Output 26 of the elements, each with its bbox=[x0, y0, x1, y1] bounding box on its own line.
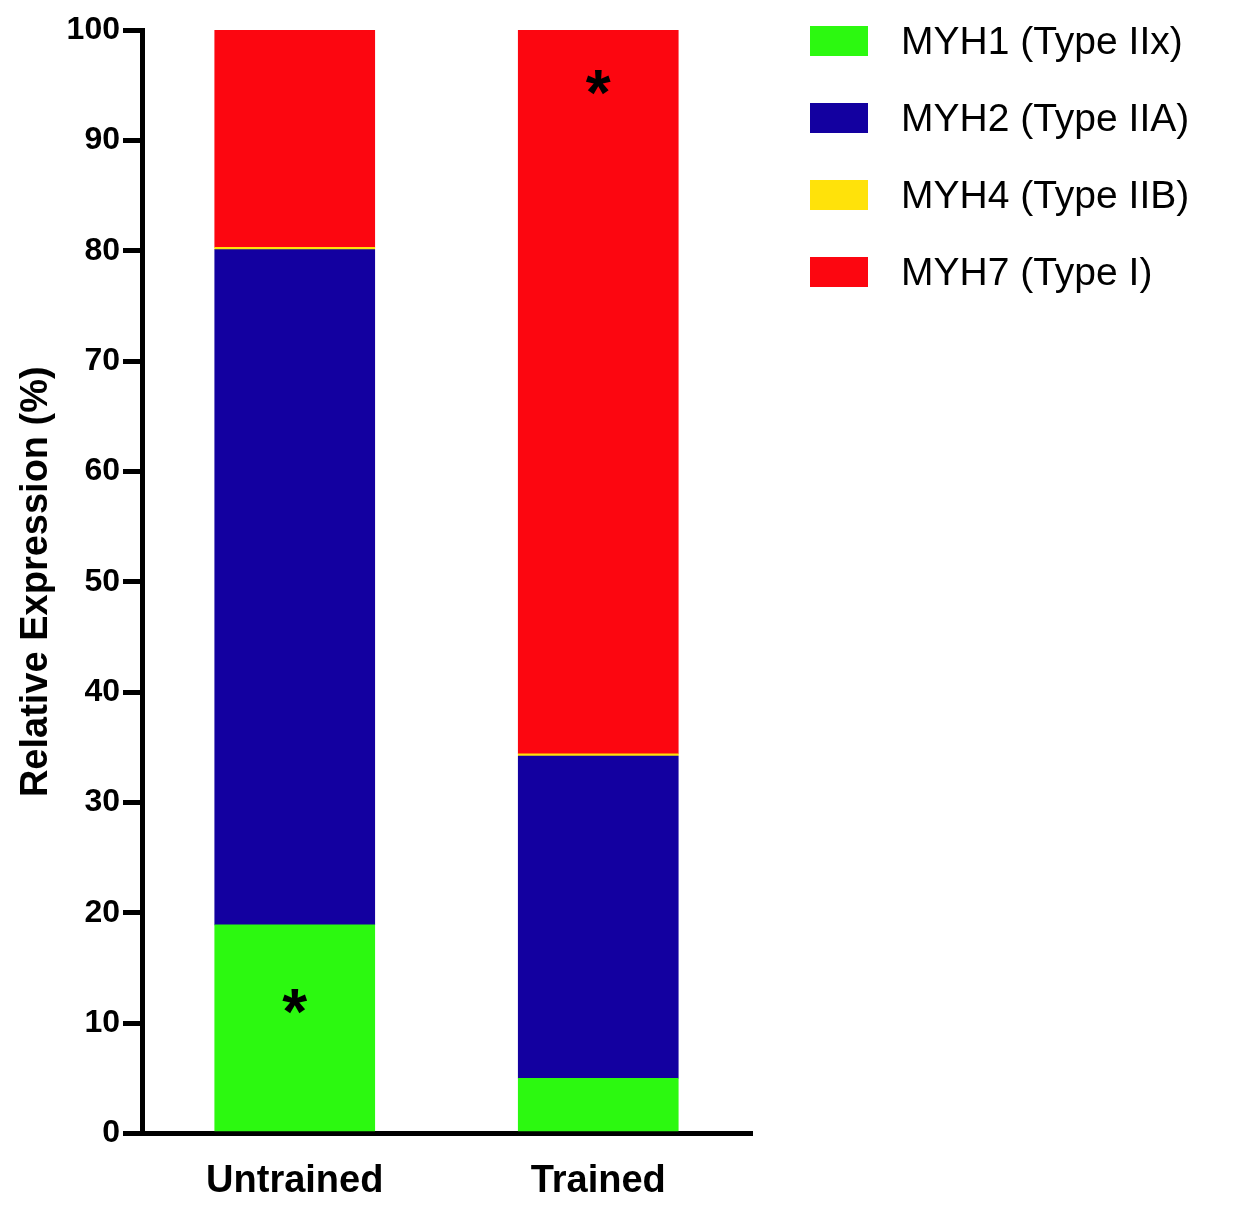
y-tick-label: 80 bbox=[84, 230, 120, 267]
y-tick-label: 20 bbox=[84, 892, 120, 929]
legend-label: MYH7 (Type I) bbox=[901, 249, 1153, 294]
y-tick-label: 90 bbox=[84, 120, 120, 157]
bar bbox=[214, 924, 376, 1132]
y-tick-label: 50 bbox=[84, 561, 120, 598]
bar bbox=[517, 755, 679, 1079]
y-tick-label: 60 bbox=[84, 451, 120, 488]
bar bbox=[517, 1077, 679, 1132]
y-tick-label: 70 bbox=[84, 340, 120, 377]
x-tick-label: Untrained bbox=[206, 1157, 384, 1200]
y-tick-label: 0 bbox=[102, 1113, 120, 1150]
bar bbox=[214, 249, 376, 926]
legend-label: MYH2 (Type IIA) bbox=[901, 95, 1190, 140]
legend-label: MYH4 (Type IIB) bbox=[901, 172, 1190, 217]
bar bbox=[214, 30, 376, 248]
y-tick-label: 10 bbox=[84, 1002, 120, 1039]
annotation: * bbox=[282, 976, 308, 1049]
y-tick-label: 100 bbox=[66, 9, 120, 46]
y-tick-label: 30 bbox=[84, 782, 120, 819]
y-axis-title: Relative Expression (%) bbox=[13, 366, 56, 798]
legend-label: MYH1 (Type IIx) bbox=[901, 18, 1183, 63]
y-tick-label: 40 bbox=[84, 671, 120, 708]
x-tick-label: Trained bbox=[530, 1157, 666, 1200]
bar bbox=[517, 30, 679, 755]
annotation: * bbox=[585, 56, 611, 129]
